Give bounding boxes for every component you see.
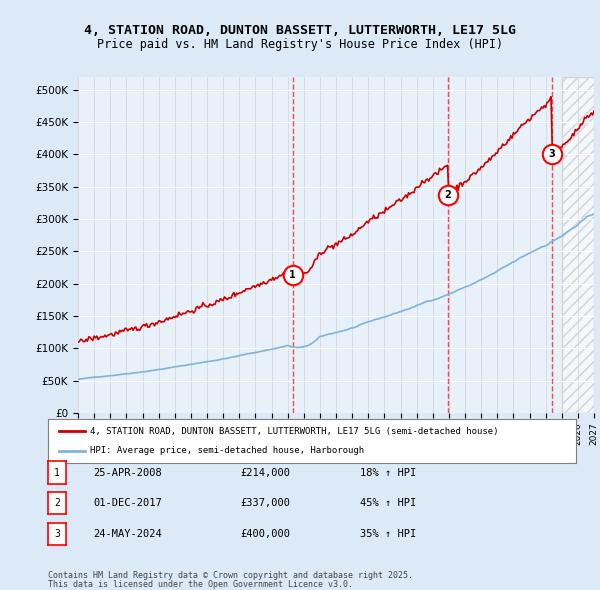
Text: 1: 1 [54, 468, 60, 477]
Text: HPI: Average price, semi-detached house, Harborough: HPI: Average price, semi-detached house,… [90, 446, 364, 455]
Text: £214,000: £214,000 [240, 468, 290, 477]
Text: This data is licensed under the Open Government Licence v3.0.: This data is licensed under the Open Gov… [48, 579, 353, 589]
Text: 24-MAY-2024: 24-MAY-2024 [93, 529, 162, 539]
Text: 2: 2 [54, 499, 60, 508]
Text: 2: 2 [444, 190, 451, 200]
Text: 25-APR-2008: 25-APR-2008 [93, 468, 162, 477]
Text: 18% ↑ HPI: 18% ↑ HPI [360, 468, 416, 477]
Text: 01-DEC-2017: 01-DEC-2017 [93, 499, 162, 508]
Text: 3: 3 [549, 149, 556, 159]
Text: 4, STATION ROAD, DUNTON BASSETT, LUTTERWORTH, LE17 5LG: 4, STATION ROAD, DUNTON BASSETT, LUTTERW… [84, 24, 516, 37]
Text: 1: 1 [289, 270, 296, 280]
Bar [562, 77, 594, 413]
Text: 3: 3 [54, 529, 60, 539]
Text: Price paid vs. HM Land Registry's House Price Index (HPI): Price paid vs. HM Land Registry's House … [97, 38, 503, 51]
Text: £400,000: £400,000 [240, 529, 290, 539]
Text: 45% ↑ HPI: 45% ↑ HPI [360, 499, 416, 508]
Text: 35% ↑ HPI: 35% ↑ HPI [360, 529, 416, 539]
Text: 4, STATION ROAD, DUNTON BASSETT, LUTTERWORTH, LE17 5LG (semi-detached house): 4, STATION ROAD, DUNTON BASSETT, LUTTERW… [90, 427, 499, 436]
Text: Contains HM Land Registry data © Crown copyright and database right 2025.: Contains HM Land Registry data © Crown c… [48, 571, 413, 580]
Text: £337,000: £337,000 [240, 499, 290, 508]
Bar [562, 77, 594, 413]
